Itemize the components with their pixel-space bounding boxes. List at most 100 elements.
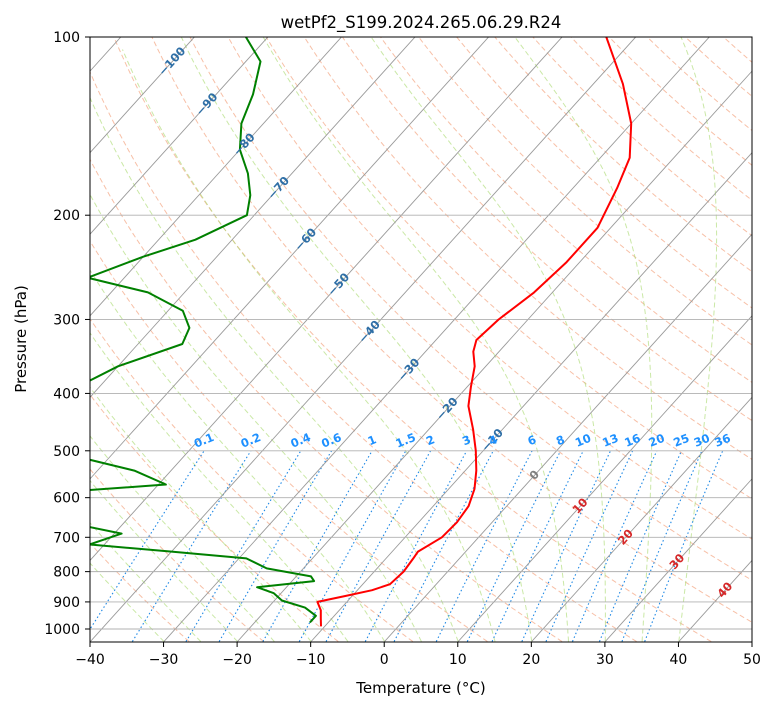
mixing-ratio-line: [466, 450, 562, 642]
isotherm-line: [90, 37, 490, 480]
isotherm-line: [237, 70, 752, 642]
mixing-ratio-label: 0.6: [319, 430, 343, 451]
moist-adiabat: [90, 96, 459, 642]
series-layer: [90, 37, 633, 627]
moist-adiabat: [514, 37, 653, 642]
moist-adiabat: [90, 479, 238, 642]
dewpoint-line: [90, 37, 317, 624]
dry-adiabat: [227, 37, 752, 540]
mixing-ratio-line: [185, 450, 302, 642]
y-tick-label: 300: [53, 312, 80, 328]
mixing-ratio-line: [571, 450, 658, 642]
y-tick-label: 1000: [44, 622, 80, 638]
x-tick-label: 40: [670, 652, 688, 668]
mixing-ratio-label: 1: [366, 432, 379, 448]
moist-adiabat: [90, 193, 422, 642]
isotherm-line: [90, 37, 343, 317]
mixing-ratio-label: 0.4: [289, 430, 313, 451]
y-tick-label: 700: [53, 530, 80, 546]
temperature-line: [316, 37, 633, 627]
isotherm-label: −100: [155, 44, 188, 78]
mixing-ratio-label: 20: [647, 431, 667, 450]
mixing-ratio-label: 0.2: [239, 430, 263, 451]
dry-adiabat: [151, 37, 752, 623]
isotherm-line: [163, 37, 710, 642]
tick-layer: −40 −30 −20 −10 0 10 20 30 40 5010020030040050060…: [44, 30, 761, 668]
moist-adiabat: [90, 386, 312, 642]
x-tick-label: −10: [296, 652, 326, 668]
x-tick-label: 20: [522, 652, 540, 668]
mixing-ratio-line: [262, 450, 373, 642]
mixing-ratio-line: [393, 450, 494, 642]
moist-adiabat: [262, 37, 569, 642]
dry-adiabat: [113, 37, 712, 642]
mixing-ratio-label: 8: [554, 432, 567, 448]
moist-adiabat: [678, 37, 718, 642]
x-tick-label: 0: [380, 652, 389, 668]
mixing-ratio-label: 3: [460, 432, 473, 448]
dry-adiabat: [90, 393, 339, 642]
moist-adiabat: [90, 435, 275, 642]
mixing-ratio-line: [90, 450, 205, 631]
chart-title: wetPf2_S199.2024.265.06.29.R24: [281, 13, 562, 33]
isotherm-line: [90, 37, 416, 398]
plot-frame: [89, 36, 753, 643]
isotherm-line: [531, 396, 752, 642]
mixing-ratio-label: 16: [622, 431, 642, 450]
dry-adiabat: [341, 37, 752, 422]
x-tick-label: 10: [449, 652, 467, 668]
mixing-ratio-line: [364, 450, 468, 642]
mixing-ratio-label: 25: [671, 431, 691, 450]
y-tick-label: 400: [53, 386, 80, 402]
mixing-ratio-label: 2: [424, 432, 437, 448]
x-tick-label: −30: [149, 652, 179, 668]
mixing-ratio-line: [621, 450, 703, 642]
x-tick-label: 30: [596, 652, 614, 668]
dry-adiabat: [303, 37, 752, 460]
dry-adiabat: [90, 240, 488, 642]
moist-adiabat: [122, 49, 496, 642]
background-lines: [90, 24, 775, 642]
isotherm-line: [90, 37, 195, 154]
mixing-ratio-label: 1.5: [394, 430, 418, 451]
dry-adiabat: [684, 37, 752, 97]
isotherm-line: [457, 315, 752, 642]
moist-adiabat: [90, 269, 386, 642]
y-tick-label: 900: [53, 595, 80, 611]
dry-adiabat: [747, 24, 775, 642]
x-tick-label: 50: [743, 652, 761, 668]
moist-adiabat: [90, 522, 202, 642]
mixing-ratio-line: [298, 450, 407, 642]
isotherm-line: [90, 37, 637, 642]
mixing-ratio-label: 13: [600, 431, 620, 450]
isotherm-line: [90, 37, 563, 562]
dry-adiabat: [417, 37, 752, 346]
dry-adiabat: [379, 37, 752, 384]
dry-adiabat: [90, 158, 563, 642]
moist-adiabat: [180, 37, 533, 642]
y-tick-label: 200: [53, 208, 80, 224]
isotherm-line: [90, 37, 269, 235]
dry-adiabat: [722, 37, 752, 63]
mixing-ratio-line: [545, 450, 634, 642]
mixing-ratio-label: 10: [573, 431, 593, 450]
mixing-ratio-line: [325, 450, 432, 642]
x-axis-title: Temperature (°C): [355, 679, 485, 697]
dry-adiabat: [90, 468, 265, 642]
y-tick-label: 600: [53, 491, 80, 507]
dry-adiabat: [265, 37, 752, 500]
mixing-ratio-line: [131, 450, 252, 642]
grid-lines: [90, 37, 752, 642]
mixing-ratio-label: 36: [712, 431, 732, 450]
dry-adiabat: [90, 70, 637, 642]
y-tick-label: 800: [53, 565, 80, 581]
x-tick-label: −40: [75, 652, 105, 668]
dry-adiabat: [608, 37, 752, 166]
y-axis-title: Pressure (hPa): [12, 285, 30, 393]
dry-adiabat: [90, 317, 414, 642]
y-tick-label: 100: [53, 30, 80, 46]
x-tick-label: −20: [222, 652, 252, 668]
mixing-ratio-label: 30: [692, 431, 712, 450]
isotherm-line: [384, 233, 752, 642]
